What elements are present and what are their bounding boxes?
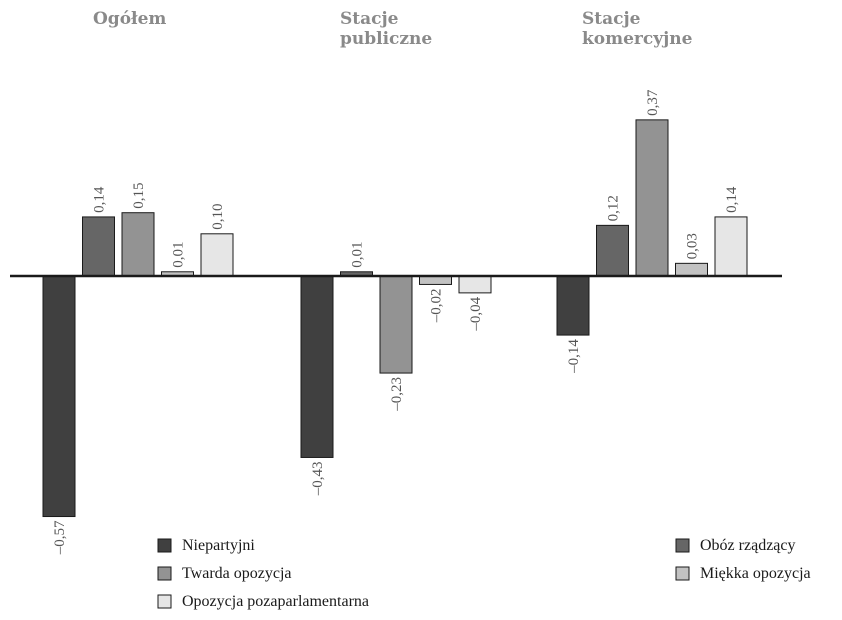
value-label: 0,14 [724,186,740,213]
bar-opozycja-pozaparlamentarna-stacje-publiczne [458,275,492,294]
value-label: –0,43 [310,461,326,496]
group-title-stacje-publiczne: Stacje [340,9,399,29]
bar-oboz-rzadzacy-stacje-komercyjne [596,224,629,277]
legend-swatch-oboz-rzadzacy [675,538,690,553]
bar-twarda-opozycja-stacje-komercyjne [635,119,669,277]
value-label: 0,01 [350,242,366,268]
bar-twarda-opozycja-ogolem [121,212,155,277]
value-label: 0,15 [131,182,147,208]
value-label: 0,03 [685,233,701,259]
value-label: –0,04 [468,296,484,331]
legend-label-opozycja-pozaparlamentarna: Opozycja pozaparlamentarna [182,593,369,610]
value-label: 0,01 [171,242,187,268]
value-label: 0,10 [210,204,226,230]
legend-label-twarda-opozycja: Twarda opozycja [182,565,292,582]
value-label: –0,57 [52,520,68,555]
group-title-ogolem: Ogółem [93,9,166,29]
legend-swatch-twarda-opozycja [157,566,172,581]
group-title-stacje-komercyjne: Stacje [582,9,641,29]
legend-label-niepartyjni: Niepartyjni [182,537,255,554]
legend-label-oboz-rzadzacy: Obóz rządzący [700,537,796,554]
legend-swatch-opozycja-pozaparlamentarna [157,594,172,609]
value-label: 0,14 [92,186,108,213]
bar-niepartyjni-ogolem [42,275,76,518]
bar-twarda-opozycja-stacje-publiczne [379,275,413,374]
value-label: –0,02 [429,288,445,323]
legend-swatch-niepartyjni [157,538,172,553]
group-title-stacje-komercyjne: komercyjne [582,29,693,49]
bar-miekka-opozycja-stacje-publiczne [419,275,452,285]
value-label: –0,14 [566,339,582,374]
legend-swatch-miekka-opozycja [675,566,690,581]
value-label: 0,12 [606,195,622,221]
value-label: –0,23 [389,377,405,412]
bar-opozycja-pozaparlamentarna-ogolem [200,233,234,277]
legend-label-miekka-opozycja: Miękka opozycja [700,565,811,582]
bar-oboz-rzadzacy-ogolem [82,216,115,277]
bar-niepartyjni-stacje-komercyjne [556,275,590,336]
bar-opozycja-pozaparlamentarna-stacje-komercyjne [714,216,748,277]
group-title-stacje-publiczne: publiczne [340,29,432,49]
bar-niepartyjni-stacje-publiczne [300,275,334,458]
bar-miekka-opozycja-stacje-komercyjne [675,262,708,277]
value-label: 0,37 [645,89,661,116]
